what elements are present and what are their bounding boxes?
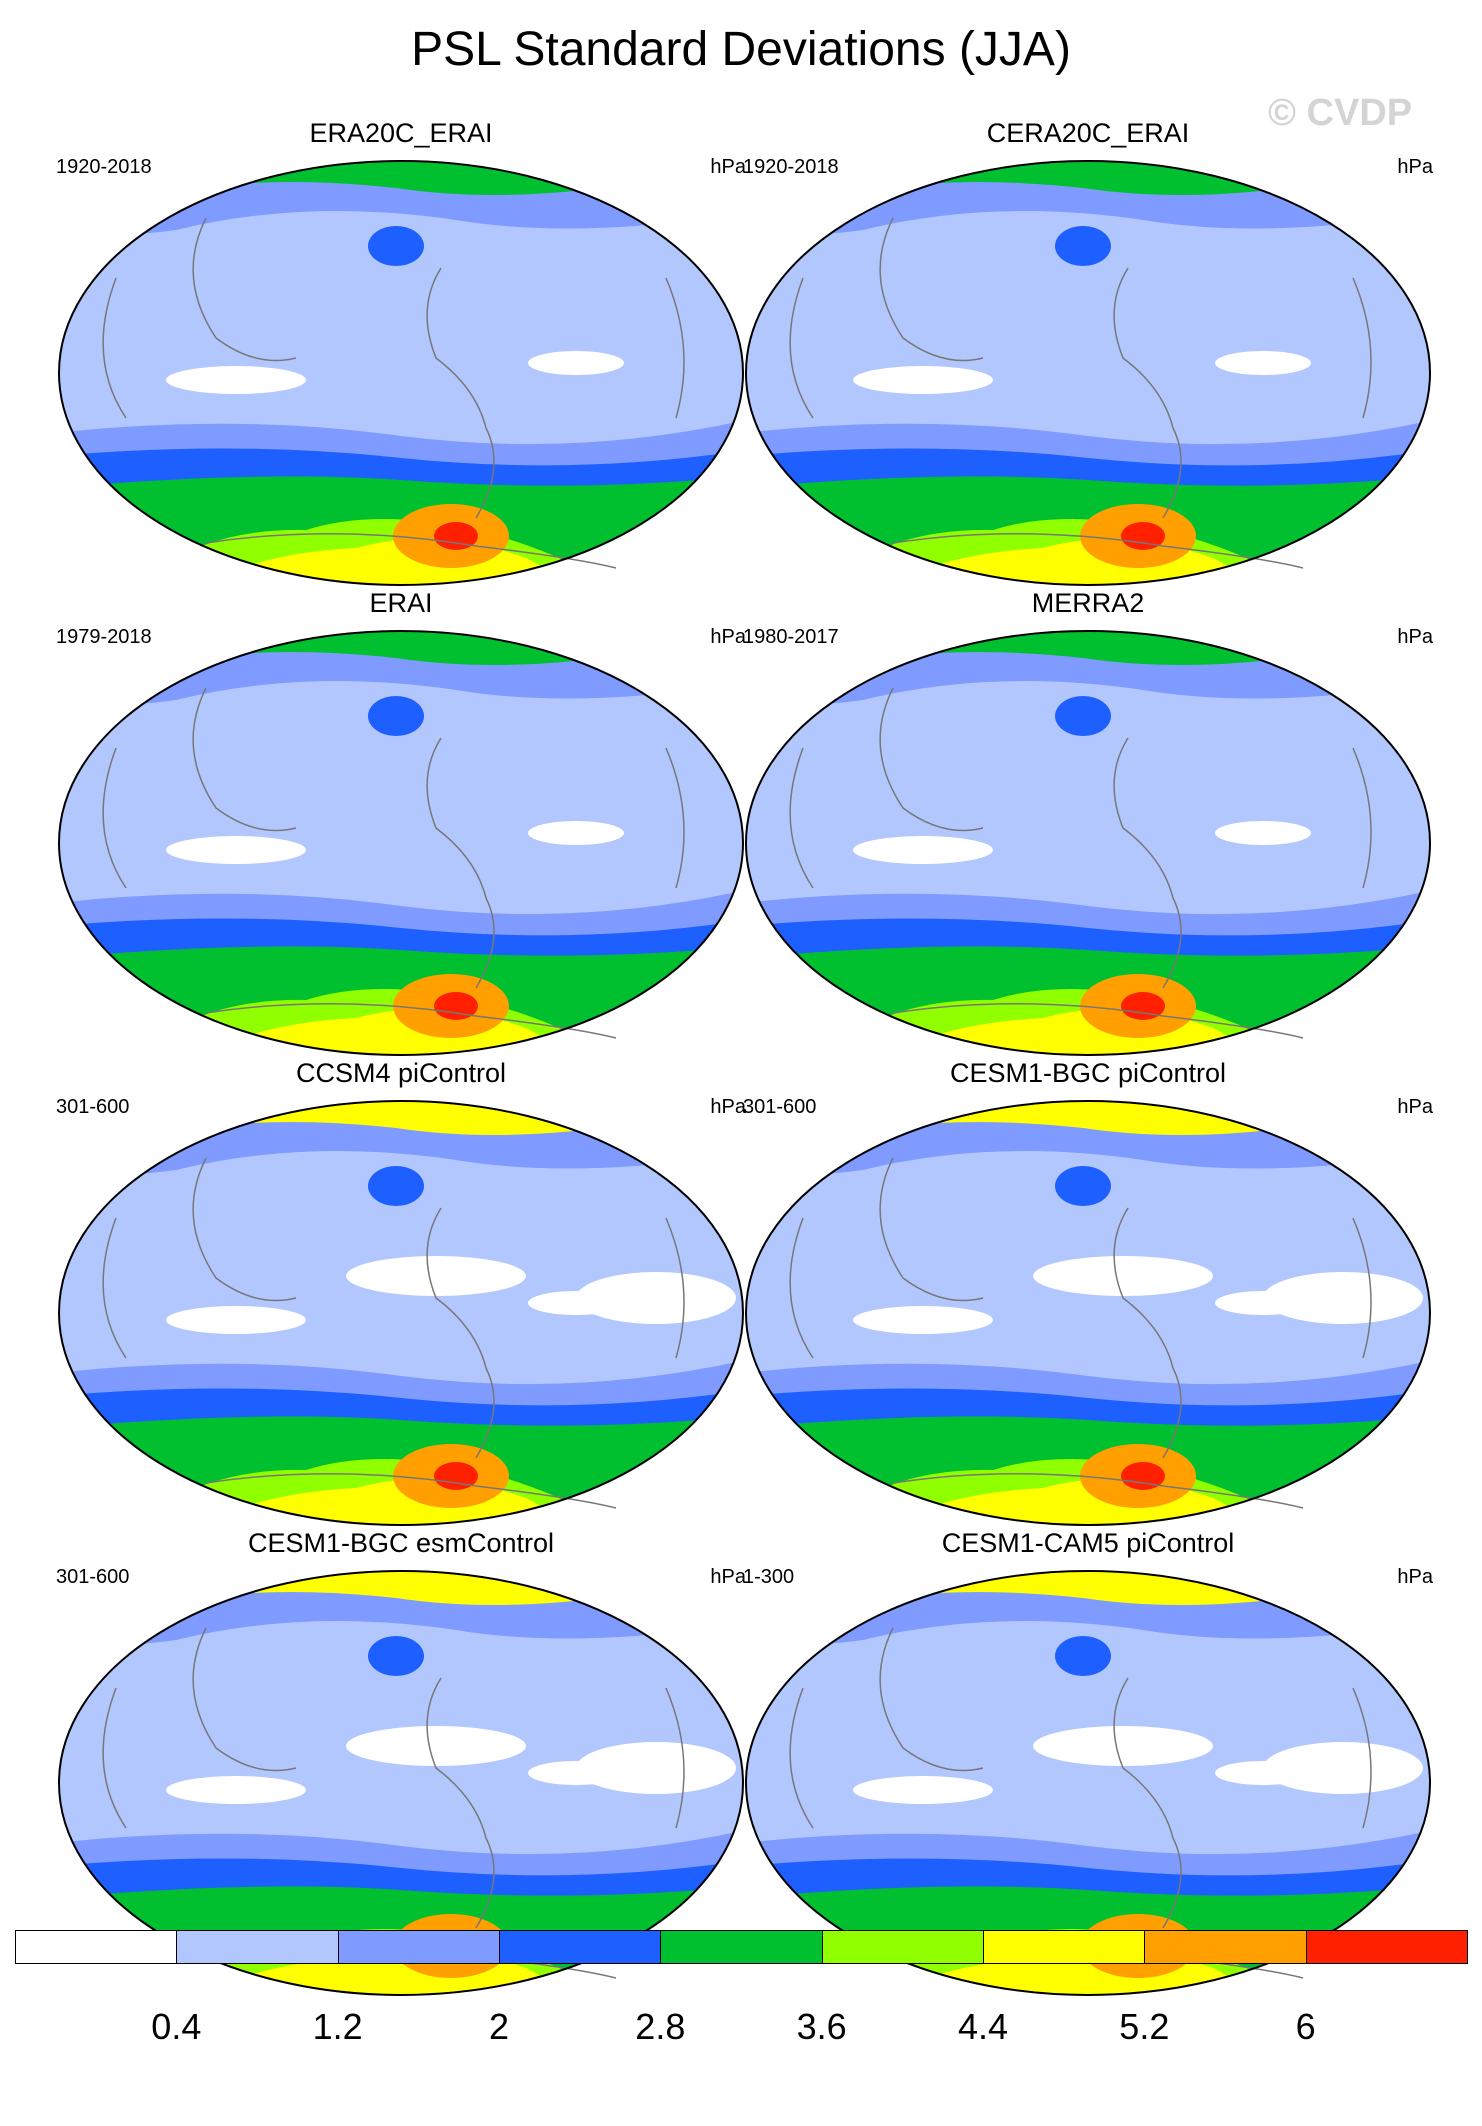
map-panel: CESM1-BGC piControl 301-600 hPa [743, 1058, 1433, 1528]
colorbar [15, 1930, 1468, 1966]
map-panel: CESM1-CAM5 piControl 1-300 hPa [743, 1528, 1433, 1998]
panel-period: 1-300 [743, 1566, 795, 1588]
global-map [745, 1100, 1431, 1526]
colorbar-swatch [499, 1930, 662, 1964]
colorbar-label: 5.2 [1119, 2006, 1170, 2047]
colorbar-swatch [821, 1930, 984, 1964]
panel-units: hPa [1397, 1566, 1433, 1588]
colorbar-label: 0.4 [151, 2006, 202, 2047]
colorbar-swatch [660, 1930, 823, 1964]
colorbar-swatch [983, 1930, 1146, 1964]
panel-units: hPa [710, 156, 746, 178]
colorbar-swatch [15, 1930, 178, 1964]
page-title: PSL Standard Deviations (JJA) [411, 23, 1071, 76]
panel-period: 301-600 [56, 1566, 130, 1588]
panel-title: CESM1-CAM5 piControl [941, 1528, 1235, 1558]
colorbar-label: 4.4 [957, 2006, 1009, 2047]
global-map [58, 1100, 744, 1526]
global-map [58, 630, 744, 1056]
colorbar-swatch [176, 1930, 339, 1964]
panel-period: 1920-2018 [743, 156, 839, 178]
panel-title: CESM1-BGC piControl [949, 1058, 1227, 1088]
colorbar-label: 2 [488, 2006, 510, 2047]
colorbar-label: 6 [1295, 2006, 1316, 2047]
panel-units: hPa [1397, 626, 1433, 648]
colorbar-label: 3.6 [796, 2006, 847, 2047]
panel-units: hPa [710, 1566, 746, 1588]
map-panel: ERAI 1979-2018 hPa [56, 588, 746, 1058]
colorbar-label: 2.8 [635, 2006, 686, 2047]
panel-units: hPa [710, 1096, 746, 1118]
panel-title: CCSM4 piControl [295, 1058, 507, 1088]
global-map [745, 160, 1431, 586]
global-map [58, 160, 744, 586]
panel-period: 301-600 [56, 1096, 130, 1118]
panel-title: CESM1-BGC esmControl [247, 1528, 555, 1558]
panel-title: ERA20C_ERAI [309, 118, 493, 148]
panel-units: hPa [1397, 156, 1433, 178]
colorbar-swatch [1144, 1930, 1307, 1964]
panel-units: hPa [1397, 1096, 1433, 1118]
panel-period: 1980-2017 [743, 626, 839, 648]
map-panel: CCSM4 piControl 301-600 hPa [56, 1058, 746, 1528]
map-panel: CERA20C_ERAI 1920-2018 hPa [743, 118, 1433, 588]
panel-period: 301-600 [743, 1096, 817, 1118]
panel-title: CERA20C_ERAI [986, 118, 1190, 148]
global-map [745, 630, 1431, 1056]
panel-period: 1979-2018 [56, 626, 152, 648]
map-panel: CESM1-BGC esmControl 301-600 hPa [56, 1528, 746, 1998]
panel-title: ERAI [369, 588, 433, 618]
map-panel: MERRA2 1980-2017 hPa [743, 588, 1433, 1058]
map-panel: ERA20C_ERAI 1920-2018 hPa [56, 118, 746, 588]
panel-period: 1920-2018 [56, 156, 152, 178]
colorbar-label: 1.2 [312, 2006, 363, 2047]
colorbar-swatch [337, 1930, 500, 1964]
panel-title: MERRA2 [1031, 588, 1145, 618]
watermark: © CVDP [1268, 92, 1413, 134]
colorbar-swatch [1305, 1930, 1468, 1964]
panel-units: hPa [710, 626, 746, 648]
